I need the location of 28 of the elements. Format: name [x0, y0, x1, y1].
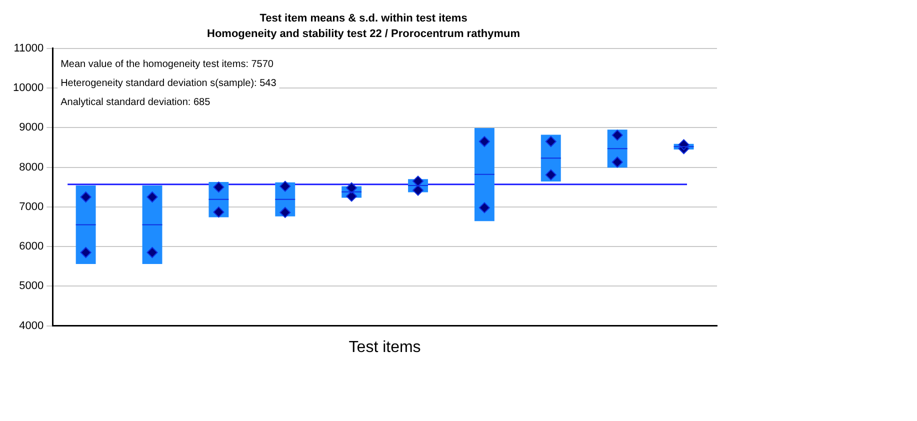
chart-title: Test item means & s.d. within test items — [260, 12, 468, 25]
point — [146, 246, 158, 258]
point — [146, 192, 158, 203]
y-tick-label: 4000 — [19, 320, 44, 332]
point — [280, 206, 291, 218]
annotation: Analytical standard deviation: 685 — [60, 97, 211, 108]
point — [545, 169, 556, 180]
x-axis-title: Test items — [348, 338, 421, 356]
y-tick-label: 6000 — [19, 240, 44, 253]
point — [612, 130, 623, 141]
point — [213, 206, 224, 218]
point — [80, 246, 92, 258]
y-tick-label: 10000 — [12, 82, 44, 94]
point — [280, 180, 291, 192]
y-tick-label: 11000 — [14, 42, 44, 54]
y-tick-label: 7000 — [19, 200, 44, 213]
annotation: Mean value of the homogeneity test items: 7570 — [60, 59, 274, 70]
annotation: Heterogeneity standard deviation s(sample): 543 — [60, 78, 277, 90]
point — [213, 182, 224, 193]
chart-subtitle: Homogeneity and stability test 22 / Prorocentrum rathymum — [207, 28, 520, 40]
point — [612, 156, 623, 168]
point — [545, 136, 556, 148]
point — [80, 192, 92, 203]
y-tick-label: 9000 — [19, 122, 44, 134]
point — [478, 136, 490, 148]
point — [478, 202, 490, 214]
y-tick-label: 5000 — [19, 280, 44, 292]
y-tick-label: 8000 — [19, 161, 44, 174]
